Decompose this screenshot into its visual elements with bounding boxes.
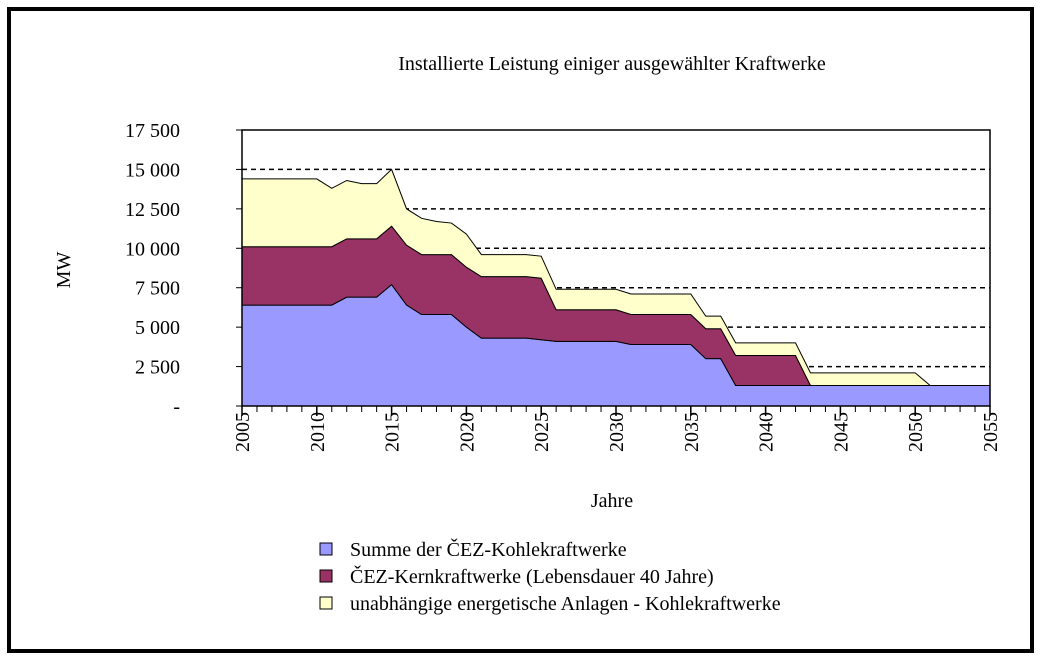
- legend-swatch: [319, 569, 333, 583]
- legend-label: ČEZ-Kernkraftwerke (Lebensdauer 40 Jahre…: [350, 564, 714, 588]
- chart-title: Installierte Leistung einiger ausgewählt…: [398, 53, 826, 75]
- x-tick-label: 2015: [382, 412, 404, 452]
- y-tick-label: 5 000: [135, 317, 180, 339]
- x-axis-label: Jahre: [591, 490, 633, 512]
- y-tick-label: 7 500: [135, 278, 180, 300]
- y-tick-label: 17 500: [125, 120, 180, 142]
- y-tick-label: 2 500: [135, 357, 180, 379]
- x-tick-label: 2005: [232, 412, 254, 452]
- x-tick-label: 2020: [456, 412, 478, 452]
- legend-label: unabhängige energetische Anlagen - Kohle…: [350, 593, 781, 615]
- x-tick-label: 2030: [606, 412, 628, 452]
- y-tick-label: 12 500: [125, 199, 180, 221]
- x-tick-label: 2025: [531, 412, 553, 452]
- x-tick-label: 2055: [980, 412, 1002, 452]
- legend-label: Summe der ČEZ-Kohlekraftwerke: [350, 537, 627, 561]
- legend-swatch: [319, 542, 333, 556]
- y-tick-label: 15 000: [125, 159, 180, 181]
- x-tick-label: 2050: [905, 412, 927, 452]
- legend-swatch: [319, 596, 333, 610]
- x-tick-label: 2010: [307, 412, 329, 452]
- y-tick-label: 10 000: [125, 238, 180, 260]
- x-tick-label: 2045: [830, 412, 852, 452]
- x-tick-label: 2040: [756, 412, 778, 452]
- x-tick-label: 2035: [681, 412, 703, 452]
- area: [241, 168, 990, 386]
- y-axis-label: MW: [53, 252, 75, 289]
- y-tick-label: -: [173, 396, 180, 418]
